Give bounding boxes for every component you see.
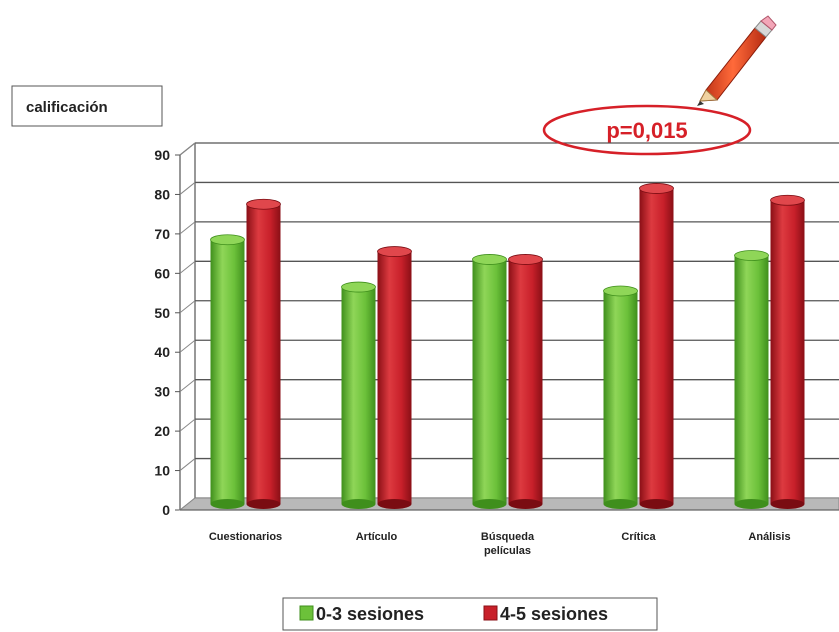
bar-green-0: [210, 234, 245, 509]
y-tick-label: 80: [154, 186, 170, 202]
y-axis-label-text: calificación: [26, 99, 108, 116]
x-tick-label: Análisis: [748, 531, 790, 543]
legend-swatch-green: [299, 605, 314, 621]
bar-body: [639, 188, 674, 504]
gridline-side: [179, 142, 196, 156]
bar-top: [639, 183, 674, 194]
y-tick-label: 90: [154, 147, 170, 163]
bar-body: [603, 291, 638, 504]
bar-bottom: [472, 499, 507, 509]
bars: [210, 183, 805, 509]
legend: 0-3 sesiones 4-5 sesiones: [282, 597, 658, 631]
p-value-annotation: p=0,015: [542, 15, 777, 156]
x-tick-label: Búsqueda: [481, 531, 535, 543]
bar-bottom: [377, 499, 412, 509]
bar-bottom: [603, 499, 638, 509]
bar-body: [246, 204, 281, 504]
bar-body: [377, 251, 412, 504]
y-axis-ticks: 0 10 20 30 40 50 60 70 80 90: [154, 147, 170, 518]
legend-label-4-5: 4-5 sesiones: [500, 604, 608, 624]
bar-red-2: [508, 254, 543, 509]
gridline-side: [179, 339, 196, 353]
x-tick-label: Artículo: [356, 531, 398, 543]
y-axis-label: calificación: [11, 85, 163, 127]
bar-red-1: [377, 246, 412, 509]
bar-body: [210, 239, 245, 504]
bar-green-4: [734, 250, 769, 509]
gridline-side: [179, 260, 196, 274]
gridline-side: [179, 379, 196, 393]
y-tick-label: 0: [162, 502, 170, 518]
legend-swatch-red: [483, 605, 498, 621]
bar-body: [472, 259, 507, 504]
gridline-side: [179, 458, 196, 471]
y-tick-label: 30: [154, 384, 170, 400]
gridline-side: [179, 418, 196, 432]
bar-bottom: [210, 499, 245, 509]
x-axis-ticks: Cuestionarios Artículo Búsqueda películas Cr…: [209, 531, 791, 557]
y-tick-label: 20: [154, 423, 170, 439]
bar-red-4: [770, 194, 805, 509]
bar-top: [770, 194, 805, 206]
bar-bottom: [246, 499, 281, 509]
y-tick-label: 50: [154, 305, 170, 321]
bar-top: [734, 250, 769, 261]
bar-body: [734, 255, 769, 504]
bar-body: [508, 259, 543, 504]
bar-top: [246, 198, 281, 210]
y-tick-label: 40: [154, 344, 170, 360]
bar-green-1: [341, 281, 376, 509]
gridline-side: [179, 300, 196, 314]
bar-top: [377, 246, 412, 257]
x-tick-label: Cuestionarios: [209, 531, 282, 543]
bar-bottom: [341, 499, 376, 509]
annotation-ellipse: [542, 104, 752, 156]
pencil-icon: [697, 15, 777, 106]
bar-bottom: [508, 499, 543, 509]
bar-top: [341, 281, 376, 293]
bar-bottom: [639, 499, 674, 509]
x-tick-label: películas: [484, 545, 531, 557]
bar-top: [508, 254, 543, 265]
gridline-side: [179, 221, 196, 235]
bar-top: [603, 285, 638, 297]
x-tick-label: Crítica: [621, 531, 656, 543]
annotation-text: p=0,015: [606, 118, 687, 143]
bar-top: [472, 254, 507, 265]
bar-red-0: [246, 198, 281, 509]
bar-bottom: [770, 499, 805, 509]
y-axis-label-box: [11, 85, 163, 127]
bar-bottom: [734, 499, 769, 509]
y-tick-label: 10: [154, 463, 170, 479]
bar-body: [770, 200, 805, 504]
y-tick-label: 60: [154, 265, 170, 281]
gridline-side: [179, 182, 196, 195]
y-tick-label: 70: [154, 226, 170, 242]
bar-green-3: [603, 285, 638, 509]
bar-top: [210, 234, 245, 246]
legend-label-0-3: 0-3 sesiones: [316, 604, 424, 624]
bar-red-3: [639, 183, 674, 509]
bar-green-2: [472, 254, 507, 509]
bar-body: [341, 287, 376, 504]
legend-box: [282, 597, 658, 631]
